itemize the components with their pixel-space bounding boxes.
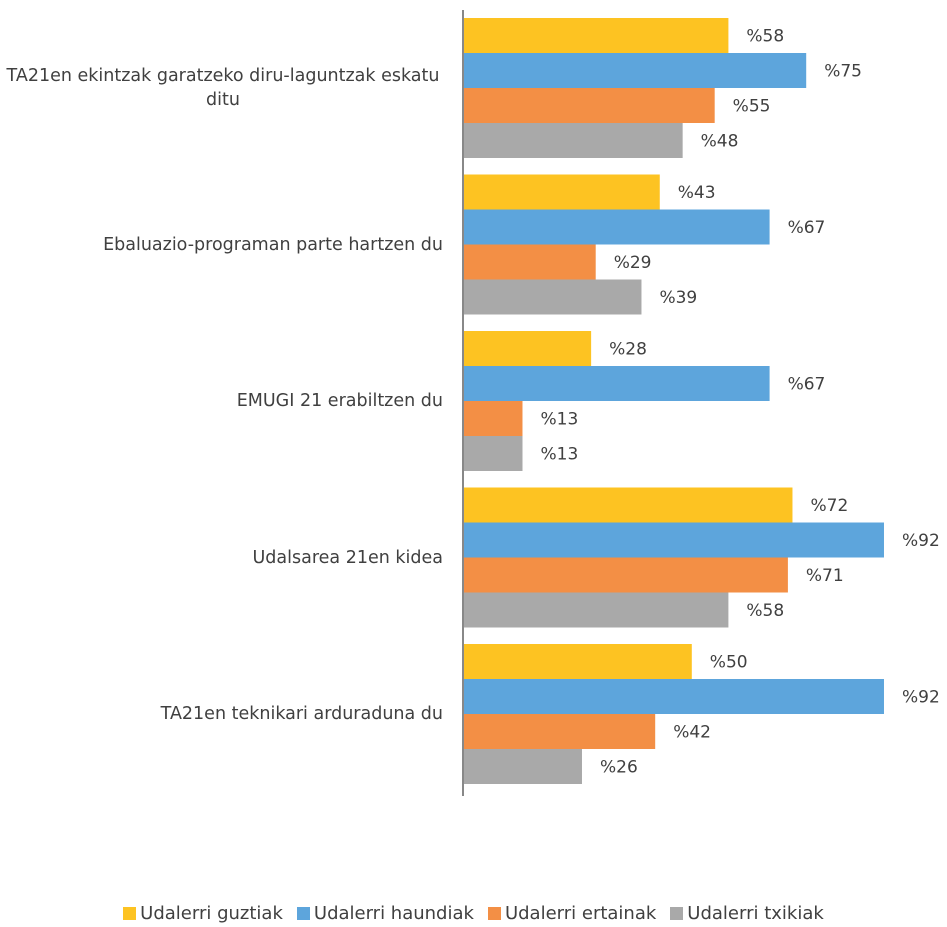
bar — [463, 279, 642, 315]
value-label: %13 — [540, 445, 578, 465]
legend: Udalerri guztiak Udalerri haundiak Udalerr… — [0, 903, 947, 924]
bar — [463, 331, 592, 366]
value-label: %55 — [733, 97, 771, 117]
category-label: EMUGI 21 erabiltzen du — [236, 391, 443, 411]
category-label: TA21en ekintzak garatzeko diru-laguntzak… — [6, 66, 440, 110]
legend-label: Udalerri txikiak — [687, 903, 824, 924]
value-label: %92 — [902, 688, 940, 708]
value-label: %75 — [824, 62, 862, 82]
value-label: %42 — [673, 723, 711, 743]
bar — [463, 592, 729, 628]
bar — [463, 244, 596, 280]
bar — [463, 401, 523, 436]
legend-swatch — [123, 907, 137, 920]
value-label: %13 — [540, 410, 578, 430]
value-label: %48 — [701, 132, 739, 152]
legend-item: Udalerri ertainak — [487, 903, 657, 924]
legend-item: Udalerri txikiak — [670, 903, 824, 924]
legend-swatch — [487, 907, 501, 920]
bar — [463, 749, 582, 784]
value-label: %67 — [788, 375, 826, 395]
legend-item: Udalerri guztiak — [123, 903, 283, 924]
bar — [463, 522, 884, 558]
value-label: %39 — [659, 288, 697, 308]
value-label: %28 — [609, 340, 647, 360]
value-label: %71 — [806, 566, 844, 586]
value-label: %58 — [746, 27, 784, 47]
value-label: %50 — [710, 653, 748, 673]
category-label: Udalsarea 21en kidea — [252, 547, 444, 568]
bar — [463, 174, 660, 210]
value-label: %67 — [788, 218, 826, 238]
value-label: %29 — [614, 253, 652, 273]
bar — [463, 487, 793, 523]
bar — [463, 53, 807, 88]
category-label: Ebaluazio-programan parte hartzen du — [103, 234, 443, 255]
legend-label: Udalerri ertainak — [504, 903, 657, 924]
value-label: %58 — [746, 601, 784, 621]
legend-swatch — [670, 907, 684, 920]
bar — [463, 366, 770, 401]
legend-label: Udalerri haundiak — [313, 903, 474, 924]
value-label: %92 — [902, 531, 940, 551]
category-label: TA21en teknikari arduraduna du — [160, 704, 443, 724]
bar — [463, 88, 715, 123]
bar — [463, 679, 884, 714]
bar — [463, 436, 523, 471]
bar — [463, 18, 729, 53]
bar — [463, 714, 656, 749]
bar — [463, 209, 770, 245]
value-label: %43 — [678, 183, 716, 203]
bar — [463, 557, 788, 593]
value-label: %72 — [810, 496, 848, 516]
legend-label: Udalerri guztiak — [140, 903, 283, 924]
bar — [463, 644, 692, 679]
bar — [463, 123, 683, 158]
legend-item: Udalerri haundiak — [296, 903, 474, 924]
value-label: %26 — [600, 758, 638, 778]
legend-swatch — [296, 907, 310, 920]
